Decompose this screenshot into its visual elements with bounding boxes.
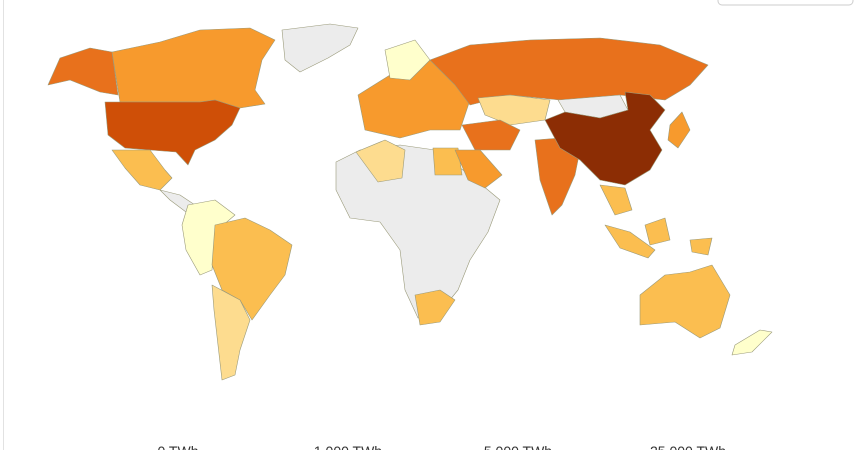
russia (429, 37, 709, 106)
argentina (211, 284, 251, 381)
brazil (211, 217, 293, 321)
australia (639, 264, 731, 339)
usa (104, 99, 241, 166)
southeast-asia (599, 184, 633, 216)
menu-button[interactable] (717, 0, 854, 6)
south-africa (414, 289, 456, 326)
alaska (47, 47, 119, 96)
legend-label: 25,000 TWh (650, 443, 726, 450)
new-zealand (731, 329, 773, 356)
algeria (355, 139, 406, 183)
andean-north (181, 199, 236, 276)
greenland (281, 23, 359, 73)
canada (111, 27, 276, 109)
iran (461, 119, 521, 151)
saudi-arabia (454, 149, 503, 189)
scandinavia (384, 39, 431, 81)
mexico (111, 149, 173, 191)
legend: 0 TWh 1,000 TWh 5,000 TWh 25,000 TWh (158, 443, 727, 450)
egypt (432, 147, 463, 176)
japan (667, 111, 691, 149)
china (544, 91, 666, 186)
legend-label: 0 TWh (158, 443, 199, 450)
africa (335, 144, 501, 319)
legend-label: 1,000 TWh (314, 443, 382, 450)
legend-label: 5,000 TWh (484, 443, 552, 450)
kazakhstan (477, 94, 551, 126)
countries (47, 23, 773, 381)
indonesia (604, 217, 713, 259)
